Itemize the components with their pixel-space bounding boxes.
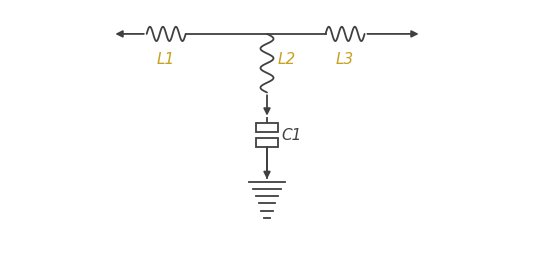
Text: L2: L2 <box>277 52 296 67</box>
Bar <box>256 123 278 133</box>
Bar <box>256 138 278 148</box>
Text: L1: L1 <box>157 52 175 67</box>
Text: C1: C1 <box>281 128 302 143</box>
Text: L3: L3 <box>336 52 354 67</box>
